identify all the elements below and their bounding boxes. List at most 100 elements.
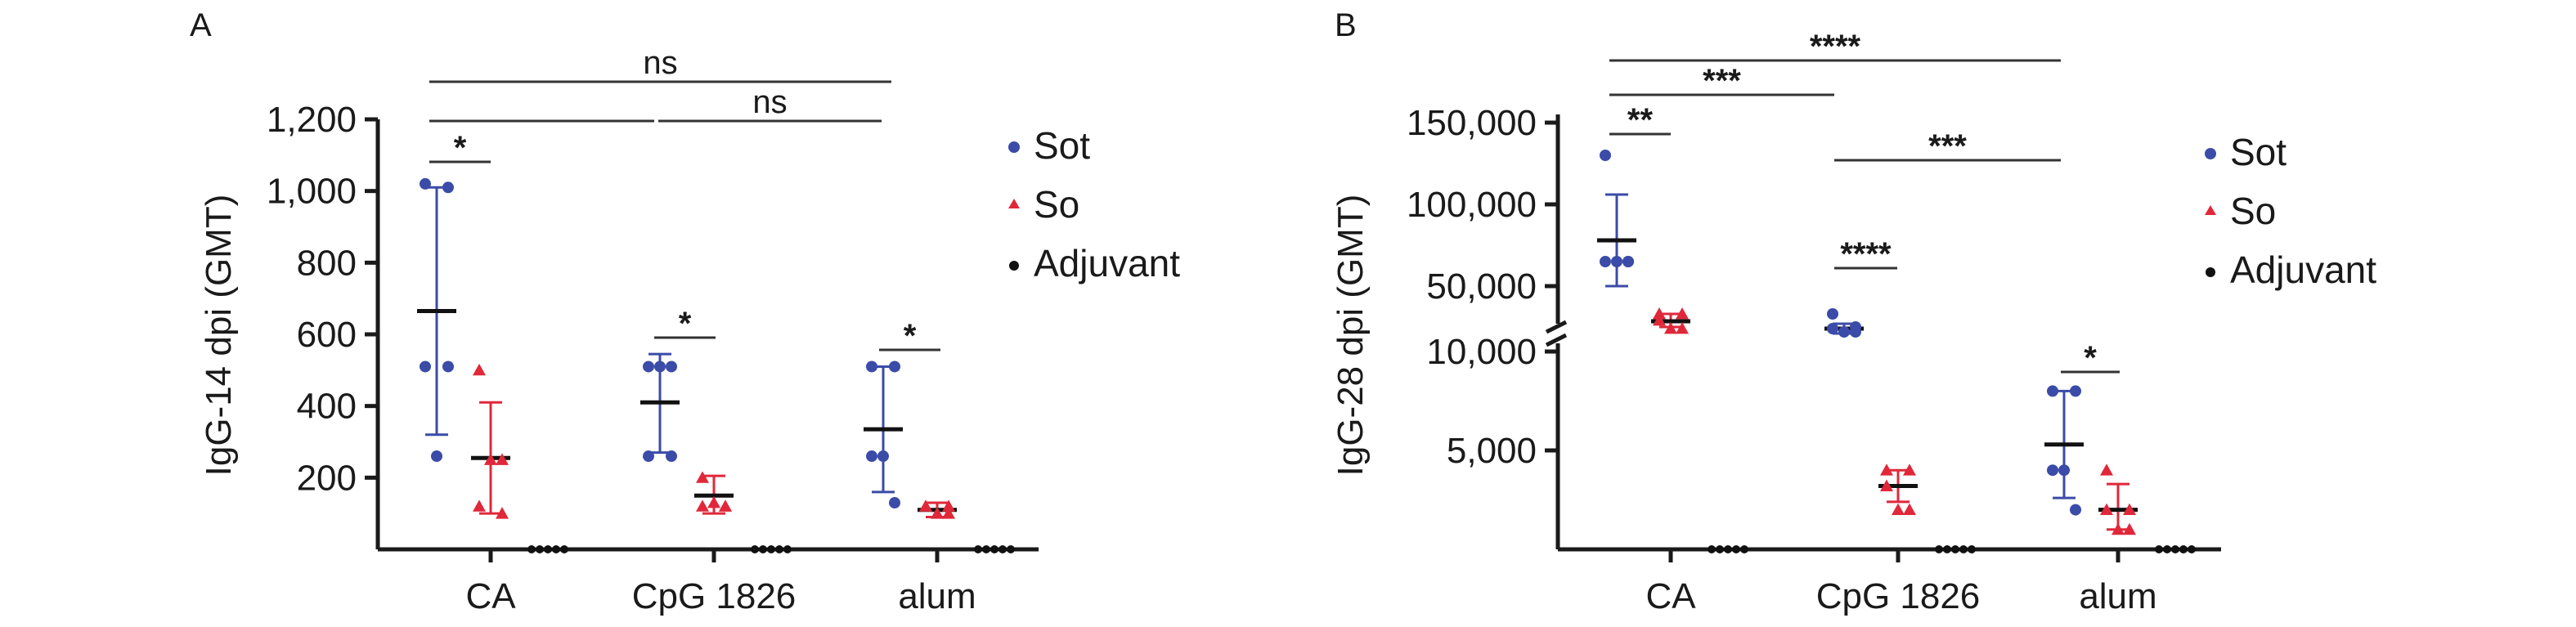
legend-so-marker — [1008, 199, 1020, 208]
panel-b-point-sot — [2058, 464, 2070, 477]
panel-a-point-adjuvant — [767, 545, 775, 553]
panel-a-point-sot — [889, 361, 900, 373]
panel-a-y-tick-label: 800 — [297, 243, 357, 283]
panel-a-y-axis-label: IgG-14 dpi (GMT) — [199, 195, 239, 477]
panel-a-point-adjuvant — [783, 545, 792, 553]
panel-a-point-sot — [431, 450, 442, 463]
panel-b-letter: B — [1335, 7, 1357, 43]
panel-a-x-tick-ca: CA — [465, 576, 516, 616]
panel-b-point-adjuvant — [2155, 545, 2163, 553]
panel-a-point-adjuvant — [527, 545, 536, 553]
panel-b-point-so — [1664, 322, 1677, 334]
panel-b-point-sot — [1850, 326, 1861, 338]
panel-b-significance-label: **** — [1810, 29, 1861, 65]
panel-a-point-sot — [654, 361, 666, 373]
panel-b: B IgG-28 dpi (GMT) CA CpG 1826 alum Sot … — [1331, 7, 2376, 616]
panel-a-point-sot — [877, 450, 889, 463]
panel-b-point-sot — [2070, 504, 2081, 516]
panel-a-point-sot — [643, 450, 654, 463]
panel-b-point-so — [1903, 503, 1916, 515]
panel-b-point-adjuvant — [1740, 545, 1748, 553]
legend-adjuvant-marker — [2206, 267, 2215, 277]
panel-b-point-adjuvant — [2188, 545, 2196, 553]
panel-b-point-adjuvant — [2179, 545, 2188, 553]
panel-a-point-adjuvant — [544, 545, 552, 553]
panel-b-point-so — [2100, 464, 2113, 476]
panel-b-point-adjuvant — [2163, 545, 2171, 553]
panel-a-x-tick-alum: alum — [898, 576, 976, 616]
panel-a-point-so — [473, 363, 486, 376]
panel-a-point-so — [484, 453, 497, 465]
panel-b-axis-break-mark — [1545, 320, 1568, 334]
panel-b-point-adjuvant — [1708, 545, 1716, 553]
panel-a-point-sot — [666, 361, 677, 373]
panel-b-point-sot — [1827, 308, 1838, 320]
panel-a-point-adjuvant — [982, 545, 990, 553]
panel-a-point-adjuvant — [999, 545, 1007, 553]
legend-sot-marker — [2205, 148, 2216, 159]
panel-b-y-tick-label: 5,000 — [1447, 431, 1537, 471]
panel-a-point-so — [707, 496, 720, 508]
panel-b-point-sot — [1611, 256, 1622, 267]
panel-a-point-sot — [889, 497, 900, 509]
panel-b-point-adjuvant — [1968, 545, 1976, 553]
panel-b-y-tick-label: 10,000 — [1426, 332, 1537, 372]
panel-b-point-so — [1653, 307, 1666, 320]
panel-b-point-sot — [2047, 385, 2058, 397]
panel-b-point-adjuvant — [1732, 545, 1740, 553]
legend-sot-label: Sot — [1034, 124, 1090, 167]
legend-so-label: So — [1034, 183, 1079, 226]
panel-b-x-tick-ca: CA — [1645, 576, 1696, 616]
panel-b-point-adjuvant — [1959, 545, 1968, 553]
panel-b-point-sot — [1600, 150, 1611, 161]
panel-a-point-adjuvant — [974, 545, 982, 553]
panel-a-significance-label: ns — [752, 84, 787, 120]
panel-b-point-adjuvant — [2171, 545, 2179, 553]
panel-b-point-adjuvant — [1935, 545, 1943, 553]
panel-b-point-so — [2123, 522, 2136, 535]
legend-adjuvant-marker — [1009, 261, 1019, 271]
panel-a-point-so — [496, 507, 509, 519]
panel-b-significance-label: ** — [1627, 102, 1654, 138]
panel-b-point-sot — [1622, 256, 1634, 267]
panel-b-point-so — [1653, 314, 1666, 326]
panel-a-point-so — [942, 507, 955, 519]
panel-a-significance-label: * — [904, 318, 917, 354]
panel-b-point-so — [1880, 479, 1893, 491]
panel-b-point-so — [2112, 522, 2125, 535]
panel-a-point-adjuvant — [1007, 545, 1015, 553]
panel-b-axis-break-mark — [1545, 333, 1568, 347]
legend-so-label: So — [2230, 190, 2276, 232]
panel-a-point-adjuvant — [552, 545, 560, 553]
panel-b-point-sot — [1827, 323, 1838, 334]
panel-b-y-tick-label: 100,000 — [1407, 185, 1537, 225]
panel-a-point-adjuvant — [759, 545, 767, 553]
panel-a-y-tick-label: 600 — [297, 315, 357, 355]
panel-b-x-tick-alum: alum — [2079, 576, 2156, 616]
panel-a-point-sot — [442, 361, 454, 373]
panel-b-point-adjuvant — [1951, 545, 1959, 553]
panel-b-point-adjuvant — [1716, 545, 1724, 553]
panel-b-point-adjuvant — [1943, 545, 1951, 553]
panel-a-legend: Sot So Adjuvant — [1008, 124, 1180, 284]
panel-a-significance-label: * — [454, 130, 467, 166]
panel-a-point-sot — [666, 450, 677, 463]
panel-b-significance-label: * — [2084, 340, 2097, 376]
panel-a-point-so — [931, 507, 944, 519]
panel-a-y-tick-label: 400 — [297, 387, 357, 427]
panel-b-significance-label: *** — [1928, 128, 1967, 164]
panel-b-y-tick-label: 150,000 — [1407, 103, 1537, 143]
panel-a-point-sot — [866, 450, 877, 463]
panel-b-point-so — [2100, 503, 2113, 515]
panel-b-point-so — [1880, 464, 1893, 476]
panel-a-point-so — [942, 499, 955, 512]
panel-a-point-so — [473, 499, 486, 512]
legend-sot-label: Sot — [2230, 131, 2287, 173]
panel-b-x-tick-cpg: CpG 1826 — [1816, 576, 1981, 616]
panel-b-point-sot — [1600, 256, 1611, 267]
panel-a-point-so — [696, 471, 709, 483]
legend-sot-marker — [1008, 141, 1020, 153]
panel-a-point-sot — [442, 181, 454, 194]
panel-a-y-tick-label: 200 — [297, 458, 357, 498]
